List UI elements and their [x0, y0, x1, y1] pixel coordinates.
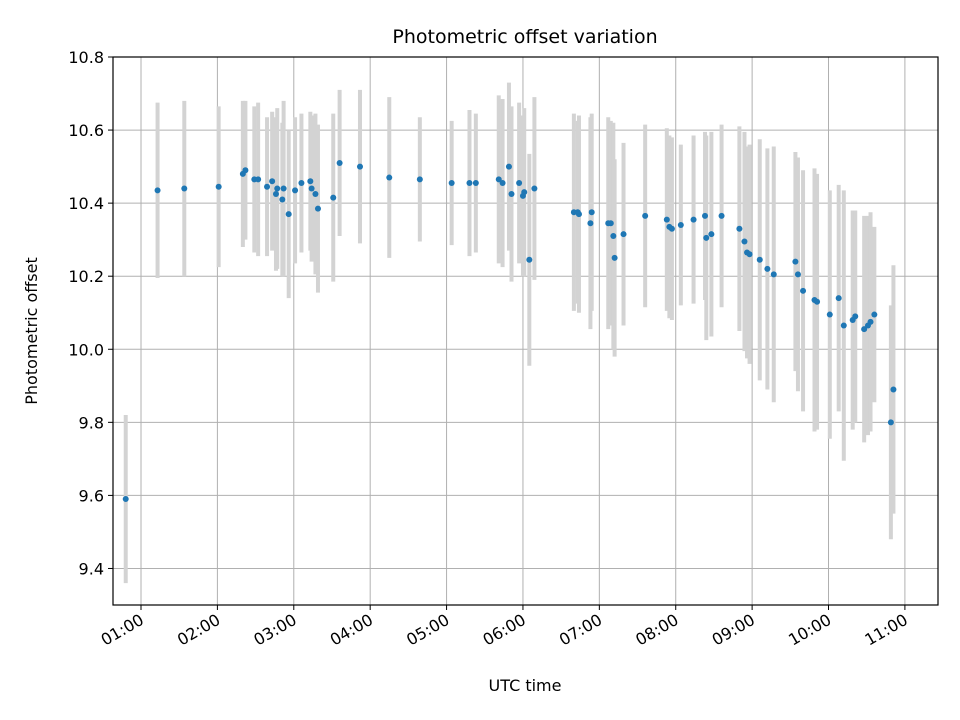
data-point	[298, 180, 305, 187]
data-point	[852, 313, 859, 320]
data-point	[181, 185, 188, 192]
data-point	[386, 174, 393, 181]
data-point	[526, 256, 533, 263]
data-point	[255, 176, 262, 183]
data-point	[736, 225, 743, 232]
chart-title: Photometric offset variation	[392, 26, 657, 48]
data-point	[122, 496, 129, 503]
y-tick-label: 10.8	[68, 48, 104, 67]
data-point	[575, 211, 582, 218]
data-point	[508, 191, 515, 197]
data-point	[466, 180, 473, 187]
data-point	[764, 265, 771, 272]
data-point	[292, 187, 299, 194]
data-point	[814, 298, 821, 305]
data-point	[746, 251, 753, 258]
data-point	[516, 180, 523, 187]
data-point	[708, 231, 715, 238]
data-point	[495, 176, 502, 183]
y-tick-label: 10.0	[68, 340, 104, 359]
data-point	[274, 185, 281, 192]
data-point	[642, 212, 649, 219]
y-tick-label: 9.8	[79, 413, 104, 432]
data-point	[521, 189, 528, 196]
data-point	[890, 386, 897, 393]
data-point	[861, 326, 868, 333]
data-point	[887, 419, 894, 426]
data-point	[588, 209, 595, 216]
y-tick-label: 10.6	[68, 121, 104, 140]
y-axis-ticks: 9.4 9.6 9.8 10.0 10.2 10.4 10.6 10.8	[68, 48, 113, 578]
x-axis-label: UTC time	[489, 676, 562, 695]
data-point	[307, 178, 314, 185]
data-point	[312, 191, 319, 197]
data-point	[336, 159, 343, 166]
data-point	[279, 196, 286, 203]
data-point	[264, 183, 271, 190]
data-point	[867, 318, 874, 325]
y-axis-label: Photometric offset	[22, 257, 41, 405]
data-point	[668, 225, 675, 232]
data-point	[835, 295, 842, 302]
data-point	[505, 163, 512, 170]
data-point	[794, 271, 801, 278]
data-point	[499, 180, 506, 187]
data-point	[826, 311, 833, 318]
data-point	[587, 220, 594, 227]
data-point	[448, 180, 455, 187]
data-point	[871, 311, 878, 318]
data-point	[756, 256, 763, 263]
data-point	[703, 234, 710, 241]
y-tick-label: 9.6	[79, 486, 104, 505]
data-point	[272, 191, 279, 197]
plot-frame	[112, 56, 939, 606]
data-point	[330, 194, 337, 201]
data-points	[122, 159, 897, 503]
data-point	[154, 187, 161, 194]
data-point	[356, 163, 363, 170]
data-point	[718, 212, 725, 219]
data-point	[285, 211, 292, 218]
data-point	[611, 254, 618, 261]
data-point	[607, 220, 614, 227]
y-tick-label: 9.4	[79, 559, 104, 578]
data-point	[800, 287, 807, 294]
data-point	[770, 271, 777, 278]
data-point	[215, 183, 222, 190]
y-tick-label: 10.4	[68, 194, 104, 213]
data-point	[741, 238, 748, 245]
data-point	[416, 176, 423, 183]
data-point	[702, 212, 709, 219]
data-point	[620, 231, 627, 238]
data-point	[610, 233, 617, 240]
data-point	[531, 185, 538, 192]
data-point	[242, 167, 249, 174]
data-point	[792, 258, 799, 265]
data-point	[663, 216, 670, 223]
data-point	[472, 180, 479, 187]
data-point	[690, 216, 697, 223]
data-point	[677, 222, 684, 229]
data-point	[314, 205, 321, 212]
data-point	[269, 178, 276, 185]
data-point	[308, 185, 315, 192]
data-point	[840, 322, 847, 329]
y-tick-label: 10.2	[68, 267, 104, 286]
data-point	[280, 185, 287, 192]
